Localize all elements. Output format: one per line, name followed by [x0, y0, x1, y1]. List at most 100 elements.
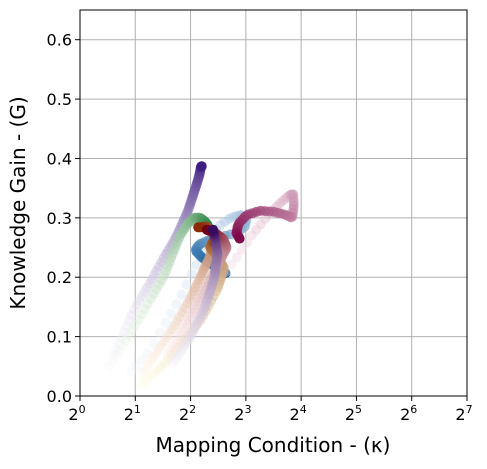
y-tick-label: 0.6 [47, 31, 72, 50]
data-point [145, 355, 156, 366]
data-point [179, 340, 190, 351]
data-point [176, 289, 187, 300]
data-point [234, 233, 245, 244]
data-point [181, 319, 192, 330]
data-point [124, 315, 135, 326]
data-point [119, 327, 129, 337]
data-point [159, 336, 170, 347]
data-point [174, 330, 185, 341]
data-point [139, 376, 150, 387]
data-point [179, 323, 190, 333]
data-point [107, 356, 118, 367]
data-point [176, 338, 187, 349]
data-point [170, 325, 181, 336]
data-point [104, 361, 115, 372]
plot-frame [79, 9, 468, 397]
data-point [117, 340, 128, 351]
data-point [171, 299, 182, 310]
data-point [134, 295, 145, 306]
data-point [142, 373, 153, 384]
data-point [185, 332, 196, 343]
data-point [143, 359, 154, 370]
x-tick-label: 22 [179, 403, 196, 424]
data-point [153, 343, 164, 354]
data-point [121, 335, 131, 346]
y-axis-ticks: 0.0 0.1 0.2 0.3 0.4 0.5 0.6 [47, 31, 80, 406]
y-axis-label: Knowledge Gain - (G) [6, 96, 30, 309]
data-point [183, 315, 194, 326]
data-point [116, 332, 127, 343]
data-point [167, 324, 177, 335]
x-tick-exponent: 0 [79, 403, 86, 416]
data-point [131, 361, 142, 372]
data-point [113, 338, 124, 349]
data-points [104, 161, 299, 390]
data-point [136, 379, 147, 390]
data-point [226, 259, 237, 270]
data-point [126, 367, 137, 378]
y-tick-label: 0.4 [47, 149, 72, 168]
data-point [137, 291, 147, 302]
data-point [166, 350, 177, 361]
data-point [177, 343, 188, 354]
x-axis-ticks: 20 21 22 23 24 25 26 27 [68, 396, 473, 424]
x-tick-label: 27 [455, 403, 472, 424]
x-axis-label: Mapping Condition - (κ) [156, 433, 391, 457]
y-tick-label: 0.0 [47, 387, 72, 406]
data-point [111, 350, 122, 361]
data-point [108, 349, 119, 360]
x-tick-exponent: 2 [189, 403, 196, 416]
data-point [173, 349, 184, 360]
data-point [169, 346, 180, 357]
x-tick-label: 20 [68, 403, 85, 424]
data-point [188, 325, 199, 336]
data-point [162, 349, 173, 360]
data-point [139, 304, 150, 315]
data-point [151, 347, 162, 358]
data-point [154, 327, 165, 338]
data-point [148, 351, 159, 362]
data-point [169, 338, 180, 349]
x-tick-exponent: 7 [466, 403, 473, 416]
data-point [189, 304, 200, 315]
data-point [175, 346, 186, 357]
data-point [149, 367, 160, 378]
data-point [142, 348, 153, 359]
data-point [208, 224, 218, 235]
data-point [181, 337, 192, 348]
data-point [173, 342, 184, 353]
x-tick-exponent: 3 [244, 403, 251, 416]
data-point [169, 320, 180, 331]
data-point [139, 287, 150, 297]
data-point [136, 354, 147, 365]
data-point [187, 307, 198, 318]
data-point [231, 252, 242, 263]
y-tick-label: 0.1 [47, 328, 72, 347]
data-point [165, 345, 175, 356]
data-point [121, 321, 132, 332]
x-tick-exponent: 4 [300, 403, 307, 416]
x-tick-exponent: 5 [355, 403, 362, 416]
data-point [140, 363, 151, 374]
data-point [153, 364, 164, 375]
data-point [183, 335, 194, 345]
x-tick-label: 21 [124, 403, 141, 424]
data-point [161, 332, 172, 343]
data-point [127, 325, 138, 335]
x-tick-label: 25 [345, 403, 362, 424]
x-tick-label: 23 [234, 403, 251, 424]
data-point [177, 326, 187, 337]
data-point [167, 358, 178, 369]
data-point [137, 367, 148, 378]
data-point [126, 310, 137, 321]
data-point [164, 328, 175, 339]
data-point [156, 361, 167, 372]
data-point [148, 338, 159, 349]
data-point [124, 330, 135, 341]
data-point [111, 343, 122, 354]
data-point [114, 345, 125, 356]
data-point [160, 357, 170, 368]
data-point [156, 340, 167, 350]
data-point [185, 311, 196, 322]
